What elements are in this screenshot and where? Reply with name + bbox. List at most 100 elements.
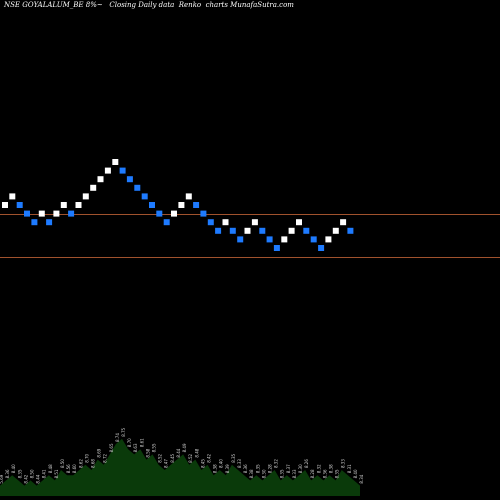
- volume-label: 8.33: [237, 459, 242, 468]
- renko-brick-up: [82, 193, 89, 200]
- renko-brick-up: [90, 184, 97, 191]
- renko-brick-down: [134, 184, 141, 191]
- volume-label: 8.65: [109, 443, 114, 452]
- volume-label: 8.36: [5, 469, 10, 478]
- renko-brick-down: [149, 202, 155, 208]
- renko-brick-up: [178, 202, 185, 208]
- volume-label: 8.28: [310, 469, 315, 478]
- renko-brick-up: [281, 236, 288, 243]
- reference-level-lines: [0, 214, 500, 258]
- volume-label: 8.45: [170, 453, 175, 462]
- renko-brick-down: [119, 167, 126, 174]
- volume-label: 8.68: [91, 459, 96, 468]
- volume-label: 8.35: [231, 453, 236, 462]
- renko-brick-down: [266, 236, 273, 243]
- renko-brick-up: [296, 219, 302, 226]
- renko-brick-down: [156, 210, 163, 217]
- renko-bricks: [2, 159, 354, 251]
- renko-brick-up: [112, 159, 119, 165]
- volume-label: 8.30: [298, 464, 303, 473]
- renko-brick-up: [251, 219, 258, 226]
- volume-label: 8.40: [219, 459, 224, 468]
- renko-brick-up: [38, 210, 45, 217]
- renko-brick-down: [347, 227, 354, 234]
- renko-brick-up: [222, 219, 229, 226]
- volume-label: 8.72: [103, 453, 108, 462]
- renko-brick-down: [68, 210, 75, 217]
- volume-label: 8.34: [359, 474, 364, 483]
- volume-label: 8.36: [243, 464, 248, 473]
- volume-label: 8.44: [36, 474, 41, 483]
- renko-brick-up: [332, 227, 339, 234]
- volume-label: 8.35: [335, 469, 340, 478]
- volume-label: 8.33: [341, 459, 346, 468]
- volume-label: 8.32: [274, 459, 279, 468]
- renko-brick-up: [340, 219, 347, 226]
- volume-area-fill: [0, 438, 360, 496]
- volume-label: 8.42: [23, 474, 28, 483]
- volume-label: 8.38: [329, 464, 334, 473]
- volume-label: 8.36: [322, 469, 327, 478]
- chart-title: NSE GOYALALUM_BE 8%~ Closing Daily data …: [4, 1, 294, 9]
- renko-brick-up: [2, 202, 8, 208]
- volume-labels: 5.698.368.408.358.428.508.448.418.488.51…: [0, 427, 364, 483]
- renko-brick-up: [60, 202, 67, 208]
- volume-label: 8.62: [78, 459, 83, 468]
- renko-brick-down: [259, 227, 266, 234]
- volume-label: 8.30: [261, 469, 266, 478]
- renko-brick-down: [46, 219, 53, 226]
- renko-brick-up: [53, 210, 60, 217]
- volume-label: 8.52: [158, 453, 163, 462]
- renko-brick-down: [318, 245, 325, 251]
- renko-brick-down: [207, 219, 214, 226]
- volume-label: 8.58: [145, 448, 150, 457]
- volume-label: 8.44: [176, 448, 181, 457]
- volume-label: 8.47: [164, 459, 169, 468]
- volume-label: 8.48: [48, 464, 53, 473]
- volume-label: 8.55: [152, 443, 157, 452]
- renko-brick-down: [141, 193, 148, 200]
- volume-label: 8.69: [97, 448, 102, 457]
- volume-label: 8.31: [347, 464, 352, 473]
- renko-brick-up: [288, 227, 295, 234]
- renko-brick-up: [185, 193, 192, 200]
- renko-brick-up: [325, 236, 332, 243]
- volume-label: 8.38: [249, 469, 254, 478]
- volume-label: 8.56: [66, 464, 71, 473]
- volume-label: 8.40: [11, 464, 16, 473]
- volume-label: 8.35: [17, 469, 22, 478]
- renko-brick-down: [237, 236, 244, 243]
- renko-brick-down: [16, 202, 23, 208]
- renko-brick-down: [200, 210, 207, 217]
- renko-brick-up: [171, 210, 177, 217]
- renko-brick-down: [229, 227, 236, 234]
- volume-label: 8.51: [54, 469, 59, 478]
- volume-label: 8.37: [286, 464, 291, 473]
- renko-brick-up: [9, 193, 16, 200]
- volume-label: 8.52: [188, 453, 193, 462]
- volume-label: 5.69: [0, 474, 4, 483]
- volume-label: 8.35: [255, 464, 260, 473]
- renko-brick-up: [244, 227, 251, 234]
- renko-brick-down: [273, 245, 280, 251]
- volume-label: 8.50: [30, 469, 35, 478]
- volume-label: 8.49: [182, 443, 187, 452]
- volume-label: 8.48: [194, 448, 199, 457]
- volume-label: 8.63: [133, 443, 138, 452]
- volume-label: 8.26: [304, 459, 309, 468]
- volume-label: 8.40: [353, 469, 358, 478]
- volume-label: 8.74: [115, 433, 120, 442]
- renko-brick-down: [163, 219, 170, 226]
- renko-brick-down: [126, 176, 133, 183]
- renko-brick-down: [310, 236, 317, 243]
- renko-brick-up: [97, 176, 104, 183]
- volume-label: 8.70: [84, 453, 89, 462]
- renko-brick-up: [104, 167, 111, 174]
- volume-area: [0, 438, 360, 496]
- volume-label: 8.61: [139, 438, 144, 447]
- volume-label: 8.42: [207, 453, 212, 462]
- volume-label: 8.41: [42, 469, 47, 478]
- volume-label: 8.50: [60, 459, 65, 468]
- volume-label: 8.33: [292, 469, 297, 478]
